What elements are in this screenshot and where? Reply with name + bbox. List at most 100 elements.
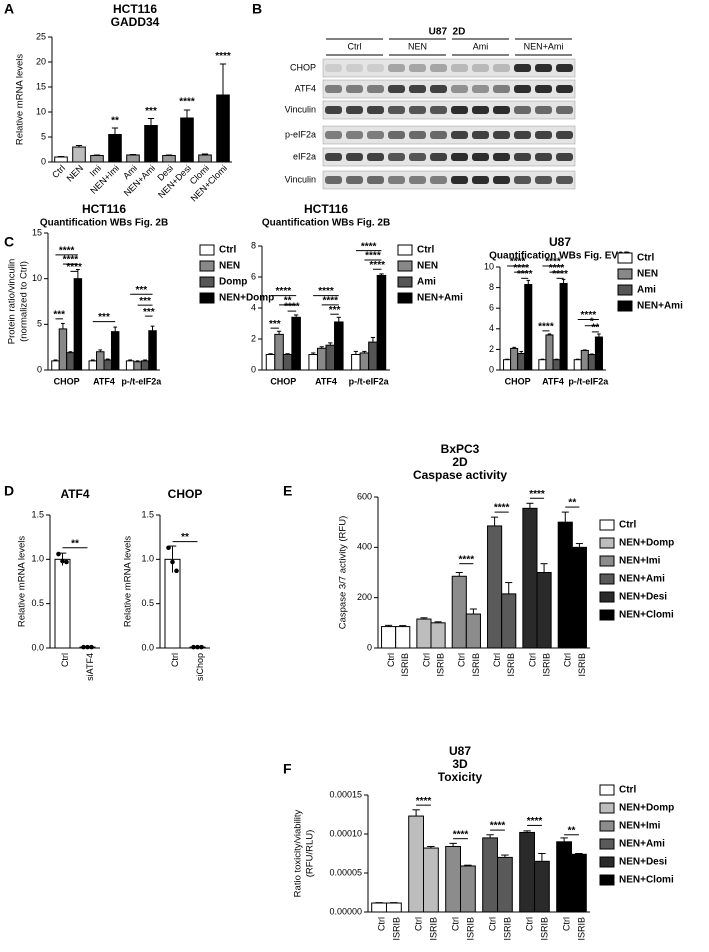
y-axis-label: Ratio toxicity/viability	[293, 809, 304, 897]
bar	[538, 359, 547, 371]
data-point	[166, 545, 171, 551]
group-label: Ctrl	[348, 41, 362, 51]
y-axis-label: (normalized to Ctrl)	[19, 261, 30, 342]
x-tick-label: Ctrl	[457, 653, 467, 667]
y-tick-label: 400	[357, 542, 372, 552]
bar	[460, 865, 476, 913]
y-tick-label: 2	[489, 344, 494, 354]
bar	[103, 359, 112, 371]
chart-title: HCT116	[113, 2, 157, 16]
x-tick-label: ISRIB	[576, 917, 586, 941]
blot-band	[535, 106, 552, 114]
bar	[282, 354, 293, 371]
blot-strip	[322, 79, 576, 99]
y-tick-label: 15	[32, 227, 42, 237]
bar	[534, 860, 550, 913]
x-tick-label: ATF4	[315, 376, 337, 386]
data-point	[89, 644, 94, 650]
panel-letter: F	[283, 761, 292, 777]
data-point	[64, 559, 69, 565]
blot-band	[514, 131, 531, 139]
legend-label: NEN+Clomi	[619, 875, 674, 886]
x-tick-label: CHOP	[54, 376, 80, 386]
y-tick-label: 1.5	[31, 509, 44, 519]
x-tick-label: ISRIB	[435, 653, 445, 677]
legend-swatch	[599, 820, 615, 832]
x-tick-label: ISRIB	[471, 653, 481, 677]
y-tick-label: 6	[489, 303, 494, 313]
blot-band	[493, 64, 510, 72]
bar	[519, 831, 536, 913]
bar	[395, 626, 411, 649]
bar	[133, 361, 142, 371]
blot-band	[535, 176, 552, 184]
x-tick-label: Ctrl	[60, 653, 70, 667]
bar	[408, 815, 425, 913]
significance-label: ****	[529, 489, 545, 500]
legend-label: NEN+Imi	[619, 821, 661, 832]
x-tick-label: ISRIB	[506, 653, 516, 677]
legend-swatch	[617, 300, 633, 312]
bar	[594, 336, 603, 371]
y-tick-label: 0.0	[141, 642, 154, 652]
y-axis-label: Relative mRNA levels	[15, 54, 26, 146]
bar	[359, 352, 370, 371]
bar	[487, 525, 503, 649]
significance-label: ****	[517, 269, 533, 280]
blot-band	[346, 85, 363, 93]
blot-band	[451, 106, 468, 114]
significance-label: ***	[53, 309, 65, 320]
bar	[445, 845, 462, 913]
y-tick-label: 10	[36, 106, 46, 116]
legend-label: NEN+Desi	[619, 592, 667, 603]
significance-label: ****	[527, 816, 543, 827]
y-tick-label: 5	[41, 131, 46, 141]
legend-label: NEN+Ami	[637, 301, 683, 312]
panel-letter: D	[4, 483, 14, 499]
y-tick-label: 1.0	[31, 554, 44, 564]
blot-band	[556, 131, 573, 139]
bar	[308, 354, 318, 371]
bar	[376, 274, 387, 371]
significance-label: ****	[179, 97, 195, 108]
legend-swatch	[397, 276, 413, 288]
blot-band	[472, 153, 489, 161]
blot-band	[367, 153, 384, 161]
blot-band	[451, 85, 468, 93]
panel-letter: E	[283, 483, 292, 499]
blot-band	[388, 153, 405, 161]
bar	[58, 328, 68, 371]
significance-label: ****	[215, 51, 231, 62]
x-tick-label: ISRIB	[539, 917, 549, 941]
chart-subtitle: Quantification WBs Fig. 2B	[40, 218, 168, 229]
legend-label: NEN	[637, 269, 658, 280]
legend-label: NEN	[417, 261, 438, 272]
y-tick-label: 0.0	[31, 642, 44, 652]
y-tick-label: 1.5	[141, 509, 154, 519]
y-axis-label: Protein ratio/vinculin	[7, 259, 18, 345]
chart-subtitle: Quantification WBs Fig. 2B	[262, 218, 390, 229]
blot-band	[535, 131, 552, 139]
blot-band	[535, 85, 552, 93]
y-tick-label: 1.0	[141, 554, 154, 564]
y-tick-label: 0	[251, 364, 256, 374]
bar	[54, 558, 71, 649]
bar	[216, 94, 230, 163]
blot-band	[409, 85, 426, 93]
legend-label: NEN+Domp	[619, 538, 674, 549]
blot-row-label: eIF2a	[293, 151, 316, 161]
x-tick-label: Ctrl	[527, 653, 537, 667]
chart-title: U87	[449, 744, 471, 758]
bar	[552, 359, 561, 371]
x-tick-label: Ctrl	[563, 653, 573, 667]
blot-band	[451, 131, 468, 139]
legend-label: Ctrl	[619, 785, 636, 796]
bar	[497, 856, 513, 913]
bar	[88, 360, 98, 371]
significance-label: ***	[145, 106, 157, 117]
significance-label: ****	[453, 829, 469, 840]
x-tick-label: NEN	[65, 163, 86, 184]
data-point	[81, 644, 86, 650]
significance-label: ****	[318, 286, 334, 297]
bar	[325, 344, 336, 371]
